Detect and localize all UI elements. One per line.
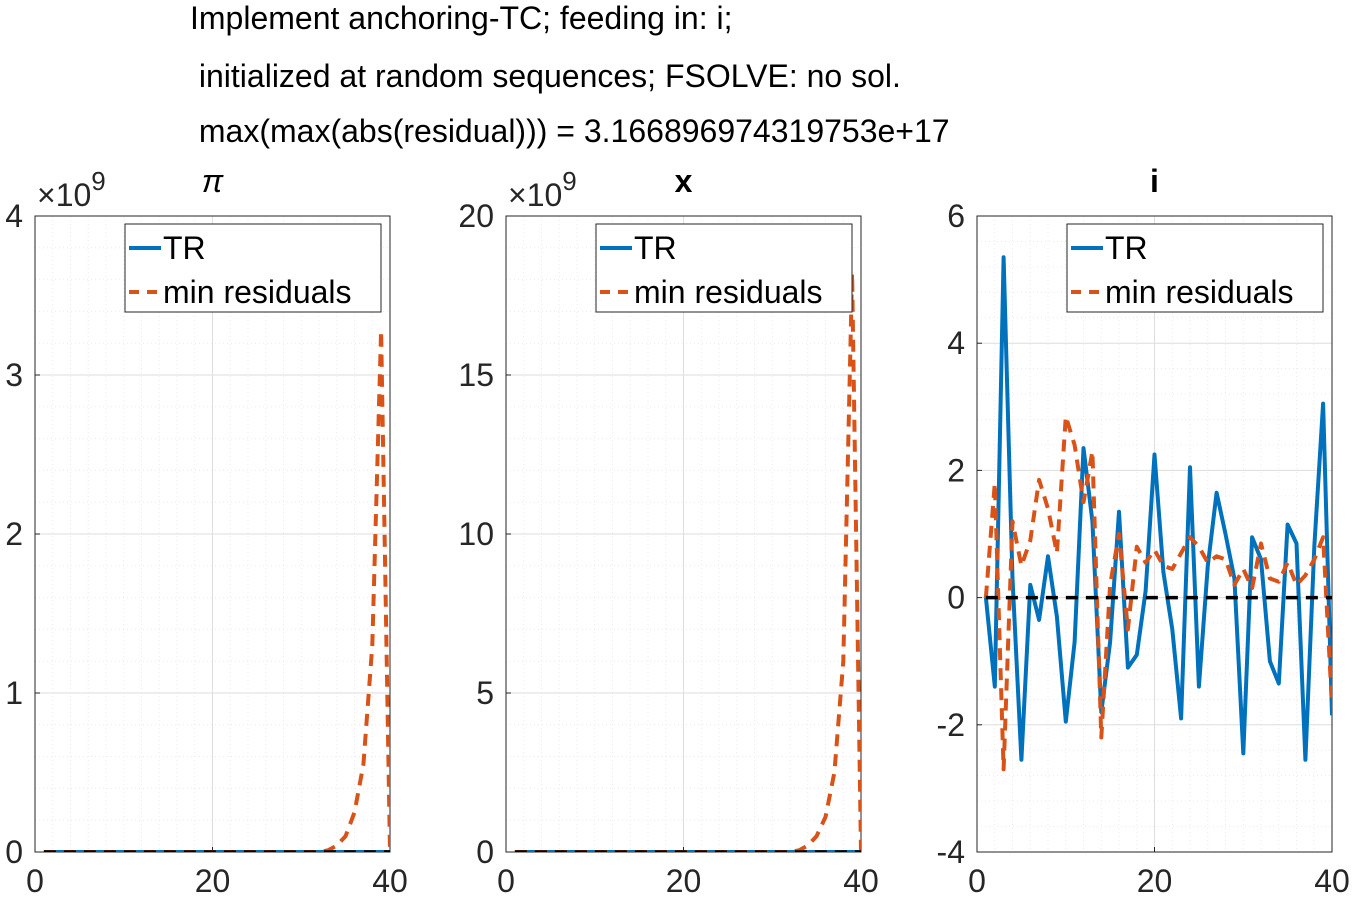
series-line-min-residuals <box>983 414 1332 772</box>
y-tick-label: 2 <box>947 452 965 488</box>
plot-area <box>514 271 861 852</box>
legend-box <box>595 223 853 313</box>
y-tick-label: 0 <box>476 834 494 870</box>
legend-label-min-residuals: min residuals <box>1105 274 1294 310</box>
y-tick-label: -4 <box>937 834 965 870</box>
legend-label-tr: TR <box>634 230 677 266</box>
y-tick-label: 0 <box>947 580 965 616</box>
y-tick-label: 1 <box>5 675 23 711</box>
y-tick-label: 2 <box>5 516 23 552</box>
chart-panel-3: 0 20 40 -4 -2 0 2 4 6 iTR min residuals <box>937 163 1350 899</box>
x-tick-label: 0 <box>26 863 44 899</box>
x-tick-label: 0 <box>968 863 986 899</box>
figure-title: Implement anchoring-TC; feeding in: i; i… <box>0 0 1355 160</box>
y-tick-label: -2 <box>937 707 965 743</box>
legend: TR min residuals <box>595 223 853 313</box>
x-tick-label: 40 <box>1314 863 1350 899</box>
y-tick-label: 5 <box>476 675 494 711</box>
x-tick-label: 20 <box>195 863 231 899</box>
y-tick-label: 4 <box>5 198 23 234</box>
y-tick-label: 4 <box>947 325 965 361</box>
legend-label-min-residuals: min residuals <box>163 274 352 310</box>
legend-label-tr: TR <box>1105 230 1148 266</box>
chart-panel-1: 0 20 40 0 1 2 3 4 ×109 π TR min residuals <box>5 163 408 899</box>
y-tick-label: 20 <box>458 198 494 234</box>
x-tick-label: 40 <box>843 863 879 899</box>
series-line-min-residuals <box>514 271 861 852</box>
plot-area <box>983 255 1332 772</box>
legend-label-min-residuals: min residuals <box>634 274 823 310</box>
figure-title-line-3: max(max(abs(residual))) = 3.166896974319… <box>190 113 950 149</box>
series-line-tr <box>983 255 1332 762</box>
y-tick-label: 10 <box>458 516 494 552</box>
legend-label-tr: TR <box>163 230 206 266</box>
y-tick-label: 3 <box>5 357 23 393</box>
legend-box <box>124 223 382 313</box>
exponent-label: ×109 <box>508 166 577 213</box>
x-tick-label: 40 <box>372 863 408 899</box>
y-tick-label: 15 <box>458 357 494 393</box>
legend: TR min residuals <box>1066 223 1324 313</box>
exponent-label: ×109 <box>37 166 106 213</box>
legend: TR min residuals <box>124 223 382 313</box>
panel-title: i <box>1150 163 1159 199</box>
x-tick-label: 20 <box>1137 863 1173 899</box>
chart-panel-2: 0 20 40 0 5 10 15 20 ×109 x TR min residuals <box>458 163 878 899</box>
figure-title-line-2: initialized at random sequences; FSOLVE:… <box>190 58 901 94</box>
y-tick-label: 0 <box>5 834 23 870</box>
panel-title: x <box>675 163 693 199</box>
plot-area <box>43 328 390 852</box>
y-tick-label: 6 <box>947 198 965 234</box>
legend-box <box>1066 223 1324 313</box>
panel-title: π <box>202 163 224 199</box>
x-tick-label: 0 <box>497 863 515 899</box>
x-tick-label: 20 <box>666 863 702 899</box>
figure-title-line-1: Implement anchoring-TC; feeding in: i; <box>190 0 733 36</box>
series-line-min-residuals <box>43 328 390 852</box>
